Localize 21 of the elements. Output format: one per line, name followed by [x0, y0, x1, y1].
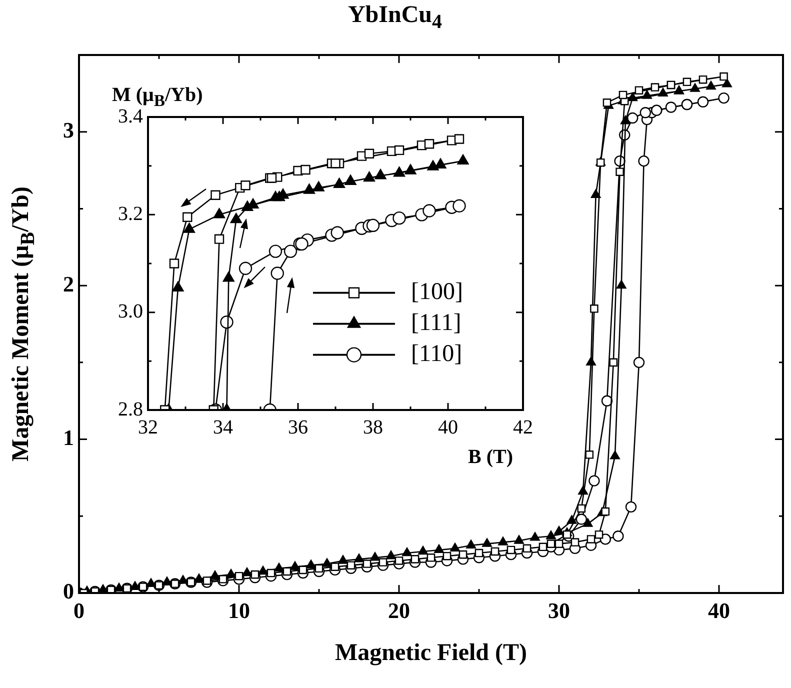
- y-tick-label: 0: [63, 578, 74, 604]
- legend-label: [100]: [411, 279, 463, 306]
- legend-label: [110]: [411, 341, 462, 368]
- x-tick-label: 30: [548, 598, 570, 623]
- y-tick-label: 1: [63, 424, 74, 450]
- x-tick-label: 40: [438, 416, 458, 438]
- y-tick-label: 3.0: [118, 300, 143, 323]
- x-axis-title: Magnetic Field (T): [335, 640, 527, 667]
- x-tick-label: 36: [288, 416, 308, 438]
- y-tick-label: 3.2: [118, 202, 143, 225]
- y-tick-label: 3: [63, 118, 74, 143]
- x-tick-label: 38: [363, 416, 383, 438]
- x-axis-title: B (T): [468, 446, 513, 469]
- x-tick-label: 20: [388, 598, 410, 623]
- x-tick-label: 34: [213, 416, 233, 438]
- x-tick-label: 10: [228, 598, 250, 623]
- legend-label: [111]: [411, 310, 462, 336]
- y-tick-label: 2: [63, 271, 74, 296]
- x-tick-label: 42: [513, 416, 533, 438]
- chart-title: YbInCu$_{4}$: [348, 2, 442, 34]
- x-tick-label: 40: [708, 598, 730, 623]
